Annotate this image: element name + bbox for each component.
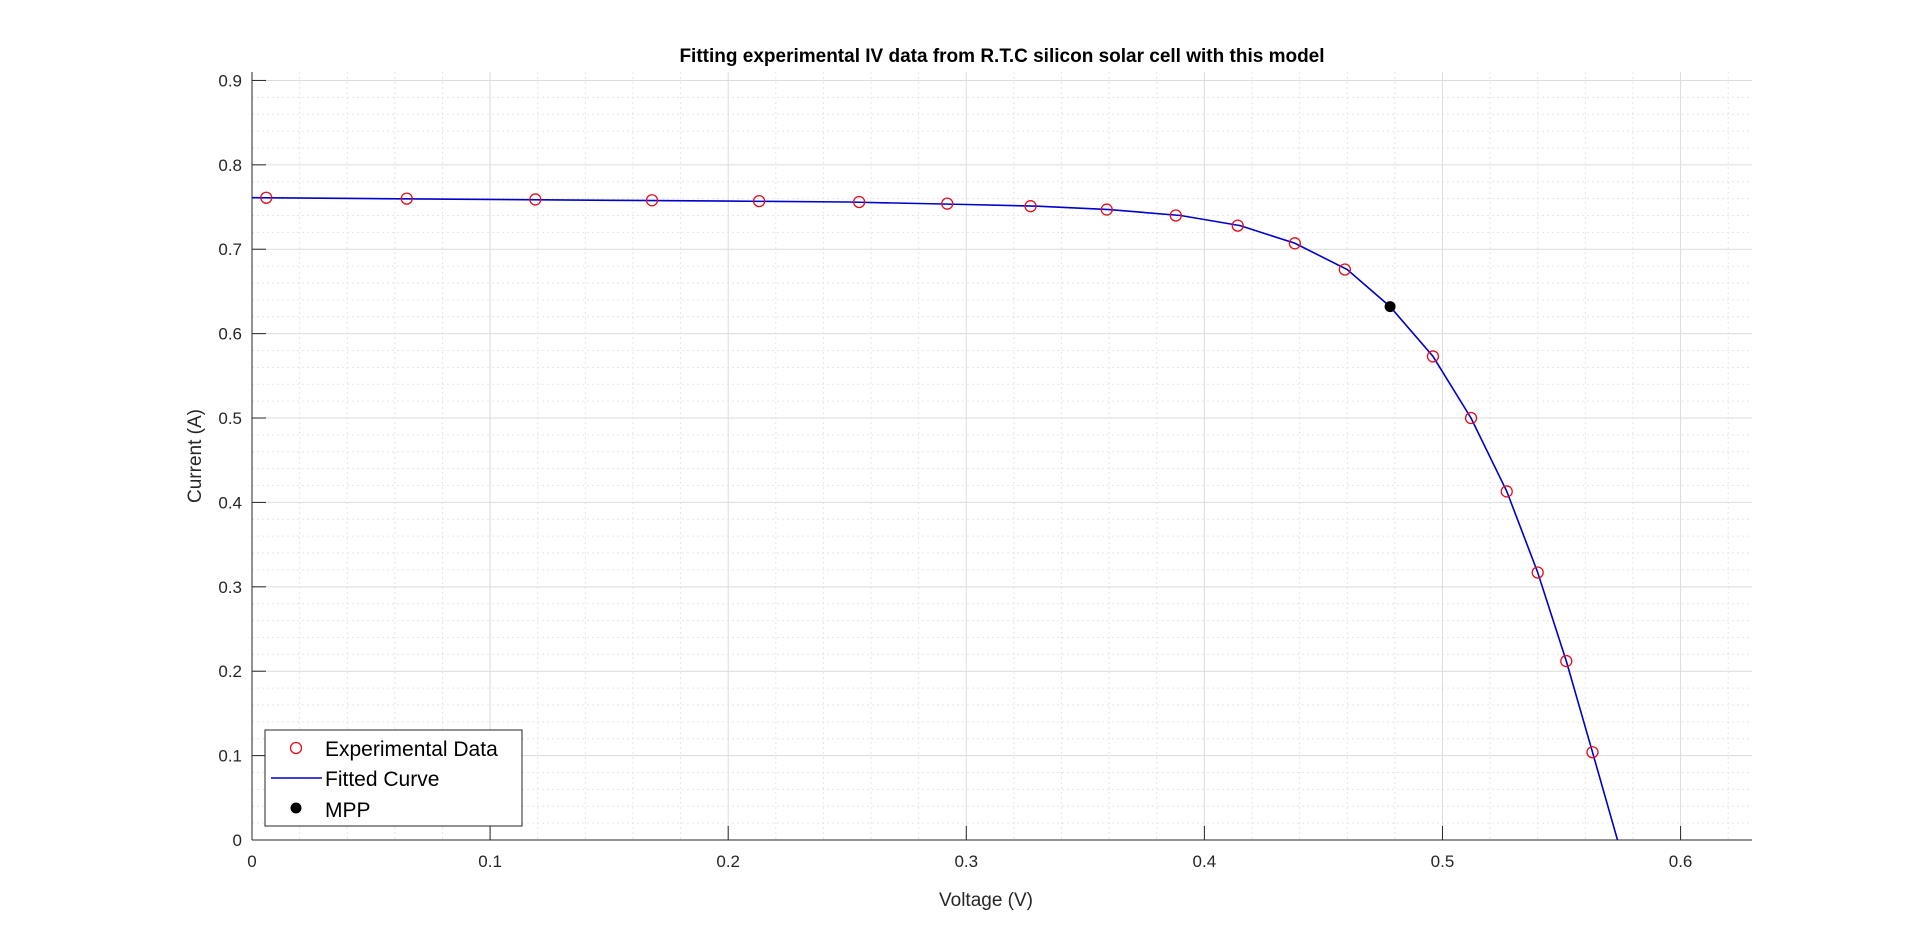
experimental-data-point bbox=[1338, 263, 1352, 276]
x-tick-label: 0.3 bbox=[954, 852, 978, 871]
y-tick-label: 0.8 bbox=[218, 156, 242, 175]
experimental-data-point bbox=[752, 194, 766, 208]
x-tick-label: 0.1 bbox=[478, 852, 502, 871]
y-tick-label: 0.1 bbox=[218, 747, 242, 766]
experimental-data-point bbox=[1560, 654, 1573, 668]
x-tick-label: 0.4 bbox=[1193, 852, 1217, 871]
legend-label-experimental: Experimental Data bbox=[325, 738, 498, 761]
tick-labels: 0 0.1 0.2 0.3 0.4 0.5 0.6 0 0.1 0.2 0.3 0.4 0.5 0.6 0.… bbox=[218, 71, 1692, 871]
experimental-data-point bbox=[852, 195, 866, 209]
experimental-data-point bbox=[1169, 209, 1182, 222]
experimental-data-point bbox=[1426, 350, 1440, 363]
legend: Experimental Data Fitted Curve MPP bbox=[264, 729, 523, 827]
experimental-data-point bbox=[1500, 485, 1513, 498]
y-tick-label: 0.2 bbox=[218, 662, 242, 681]
series-layer bbox=[251, 191, 1619, 841]
experimental-data-point bbox=[1464, 411, 1478, 425]
experimental-data-point bbox=[1024, 200, 1037, 213]
y-tick-label: 0.3 bbox=[218, 578, 242, 597]
y-tick-label: 0.9 bbox=[218, 71, 242, 90]
experimental-data-point bbox=[1231, 219, 1244, 232]
experimental-data-point bbox=[260, 191, 273, 204]
y-tick-label: 0.4 bbox=[218, 493, 242, 512]
x-axis-label: Voltage (V) bbox=[939, 890, 1033, 911]
y-tick-label: 0.6 bbox=[218, 325, 242, 344]
experimental-data-point bbox=[941, 197, 954, 210]
experimental-data-point bbox=[1288, 237, 1302, 250]
plot-area bbox=[252, 72, 1752, 840]
legend-label-mpp: MPP bbox=[325, 799, 371, 822]
experimental-data-point bbox=[400, 192, 413, 205]
axes bbox=[251, 72, 1752, 841]
legend-marker-experimental bbox=[289, 741, 303, 755]
x-tick-label: 0.2 bbox=[716, 852, 740, 871]
experimental-data-point bbox=[529, 193, 542, 206]
chart-title: Fitting experimental IV data from R.T.C … bbox=[679, 46, 1324, 67]
legend-label-fitted: Fitted Curve bbox=[325, 768, 439, 791]
x-tick-label: 0.6 bbox=[1669, 852, 1693, 871]
fitted-curve-line bbox=[251, 196, 1619, 841]
experimental-data-point bbox=[1586, 746, 1599, 759]
experimental-data-point bbox=[645, 194, 659, 207]
x-tick-label: 0 bbox=[247, 852, 256, 871]
mpp-point bbox=[1384, 301, 1396, 313]
experimental-data-point bbox=[1100, 203, 1113, 216]
legend-marker-mpp bbox=[290, 802, 302, 814]
y-tick-label: 0 bbox=[233, 831, 242, 850]
y-tick-label: 0.7 bbox=[218, 240, 242, 259]
y-tick-label: 0.5 bbox=[218, 409, 242, 428]
experimental-data-point bbox=[1531, 566, 1544, 579]
y-axis-label: Current (A) bbox=[185, 409, 206, 503]
x-tick-label: 0.5 bbox=[1431, 852, 1455, 871]
